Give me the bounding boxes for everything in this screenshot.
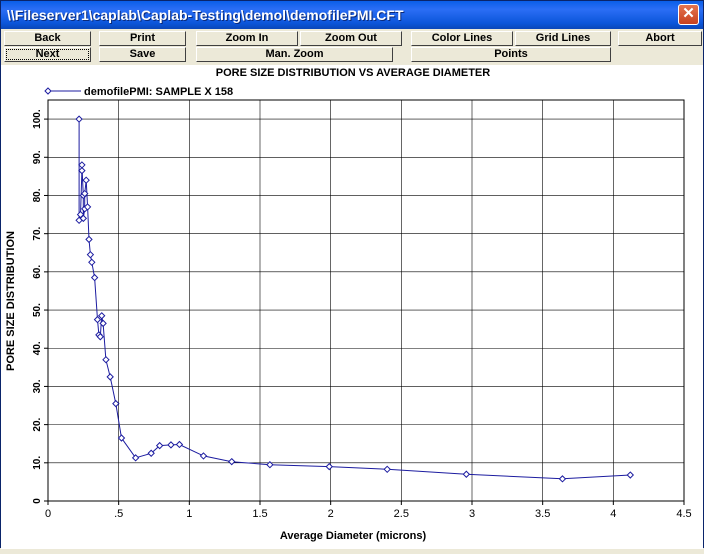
grid-lines-button[interactable]: Grid Lines xyxy=(515,31,611,46)
legend: demofilePMI: SAMPLE X 158 xyxy=(45,86,233,98)
y-tick-label: 0 xyxy=(32,498,43,504)
y-tick-label: 100. xyxy=(32,109,43,129)
save-button[interactable]: Save xyxy=(99,47,186,62)
data-point xyxy=(326,464,332,470)
x-tick-label: 1.5 xyxy=(252,508,267,520)
data-point xyxy=(168,442,174,448)
y-tick-label: 50. xyxy=(32,303,43,317)
y-tick-label: 30. xyxy=(32,379,43,393)
zoom-in-button[interactable]: Zoom In xyxy=(196,31,298,46)
y-axis-label: PORE SIZE DISTRIBUTION xyxy=(5,231,17,371)
grid-lines xyxy=(48,100,684,501)
x-tick-label: 2 xyxy=(328,508,334,520)
data-point xyxy=(627,472,633,478)
color-lines-button[interactable]: Color Lines xyxy=(411,31,513,46)
data-point xyxy=(86,236,92,242)
chart: PORE SIZE DISTRIBUTION VS AVERAGE DIAMET… xyxy=(1,65,703,549)
title-bar[interactable]: \\Fileserver1\caplab\Caplab-Testing\demo… xyxy=(1,1,703,29)
data-point xyxy=(76,116,82,122)
data-point xyxy=(176,441,182,447)
plot-frame xyxy=(48,100,684,501)
chart-title: PORE SIZE DISTRIBUTION VS AVERAGE DIAMET… xyxy=(216,67,490,79)
zoom-out-button[interactable]: Zoom Out xyxy=(300,31,402,46)
x-tick-label: 2.5 xyxy=(394,508,409,520)
manual-zoom-button[interactable]: Man. Zoom xyxy=(196,47,393,62)
abort-button[interactable]: Abort xyxy=(618,31,702,46)
data-point xyxy=(384,466,390,472)
data-point xyxy=(92,275,98,281)
data-point xyxy=(200,453,206,459)
points-button[interactable]: Points xyxy=(411,47,611,62)
x-tick-label: 3.5 xyxy=(535,508,550,520)
data-point xyxy=(103,357,109,363)
data-point xyxy=(559,476,565,482)
y-tick-label: 20. xyxy=(32,417,43,431)
data-point xyxy=(89,259,95,265)
window-title: \\Fileserver1\caplab\Caplab-Testing\demo… xyxy=(7,7,404,23)
data-point xyxy=(107,374,113,380)
x-tick-label: 3 xyxy=(469,508,475,520)
data-point xyxy=(87,252,93,258)
data-point xyxy=(113,401,119,407)
y-tick-label: 10. xyxy=(32,456,43,470)
x-tick-label: .5 xyxy=(114,508,123,520)
y-tick-label: 80. xyxy=(32,188,43,202)
y-tick-label: 70. xyxy=(32,226,43,240)
print-button[interactable]: Print xyxy=(99,31,186,46)
data-point xyxy=(229,459,235,465)
x-axis-label: Average Diameter (microns) xyxy=(280,530,427,542)
x-tick-label: 0 xyxy=(45,508,51,520)
back-button[interactable]: Back xyxy=(4,31,91,46)
close-button[interactable]: ✕ xyxy=(678,4,699,25)
data-series xyxy=(76,116,633,482)
plot-area: PORE SIZE DISTRIBUTION VS AVERAGE DIAMET… xyxy=(1,65,703,549)
data-point xyxy=(94,317,100,323)
data-point xyxy=(83,177,89,183)
data-point xyxy=(79,162,85,168)
data-point xyxy=(99,313,105,319)
legend-label: demofilePMI: SAMPLE X 158 xyxy=(84,86,233,98)
legend-marker xyxy=(45,88,51,94)
data-point xyxy=(463,471,469,477)
x-tick-label: 4 xyxy=(610,508,616,520)
y-tick-label: 40. xyxy=(32,341,43,355)
x-tick-label: 4.5 xyxy=(676,508,691,520)
next-button[interactable]: Next xyxy=(4,47,91,62)
x-tick-label: 1 xyxy=(186,508,192,520)
y-tick-label: 90. xyxy=(32,150,43,164)
y-tick-label: 60. xyxy=(32,265,43,279)
close-icon: ✕ xyxy=(682,5,695,22)
